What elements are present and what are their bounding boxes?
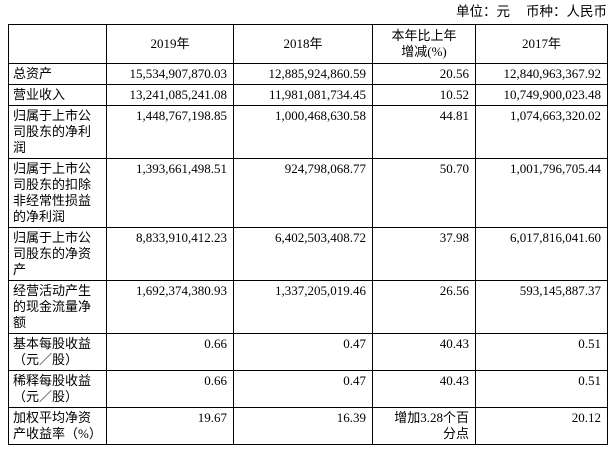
row-basic-eps: 基本每股收益（元／股） 0.66 0.47 40.43 0.51 [8, 333, 608, 371]
row-net-profit-deducting-non-recurring: 归属于上市公司股东的扣除非经常性损益的净利润 1,393,661,498.51 … [8, 158, 608, 228]
currency-label: 币种：人民币 [526, 4, 607, 19]
row-total-assets: 总资产 15,534,907,870.03 12,885,924,860.59 … [8, 63, 608, 85]
value-change: 40.43 [372, 333, 476, 371]
value-change: 40.43 [372, 370, 476, 408]
value-2018: 12,885,924,860.59 [233, 63, 373, 85]
row-label: 加权平均净资产收益率（%） [8, 407, 107, 445]
row-label: 归属于上市公司股东的净利润 [8, 105, 107, 159]
value-change: 增加3.28个百 分点 [372, 407, 476, 445]
row-operating-cash-flow: 经营活动产生的现金流量净额 1,692,374,380.93 1,337,205… [8, 280, 608, 334]
value-2017: 1,001,796,705.44 [475, 158, 608, 228]
row-operating-revenue: 营业收入 13,241,085,241.08 11,981,081,734.45… [8, 84, 608, 106]
col-header-item [8, 24, 107, 64]
row-net-profit-attributable: 归属于上市公司股东的净利润 1,448,767,198.85 1,000,468… [8, 105, 608, 159]
value-2019: 19.67 [106, 407, 234, 445]
row-label: 基本每股收益（元／股） [8, 333, 107, 371]
col-header-2017: 2017年 [475, 24, 608, 64]
value-2018: 1,000,468,630.58 [233, 105, 373, 159]
value-2017: 0.51 [475, 370, 608, 408]
row-label: 总资产 [8, 63, 107, 85]
header-row: 2019年 2018年 本年比上年 增减(%) 2017年 [8, 24, 608, 64]
value-2017: 12,840,963,367.92 [475, 63, 608, 85]
row-label: 稀释每股收益（元／股） [8, 370, 107, 408]
key-financials-table: 2019年 2018年 本年比上年 增减(%) 2017年 总资产 15,534… [8, 24, 608, 445]
value-change: 10.52 [372, 84, 476, 106]
value-2017: 20.12 [475, 407, 608, 445]
value-2019: 1,448,767,198.85 [106, 105, 234, 159]
value-2019: 15,534,907,870.03 [106, 63, 234, 85]
financial-summary-page: 单位：元 币种：人民币 2019年 2018年 本年比上年 增减(%) 2017年… [8, 1, 608, 445]
value-change: 37.98 [372, 227, 476, 281]
value-2017: 0.51 [475, 333, 608, 371]
value-2018: 924,798,068.77 [233, 158, 373, 228]
row-label: 营业收入 [8, 84, 107, 106]
value-2019: 0.66 [106, 370, 234, 408]
value-change: 20.56 [372, 63, 476, 85]
value-2018: 11,981,081,734.45 [233, 84, 373, 106]
value-2017: 6,017,816,041.60 [475, 227, 608, 281]
row-weighted-average-roe: 加权平均净资产收益率（%） 19.67 16.39 增加3.28个百 分点 20… [8, 407, 608, 445]
row-label: 归属于上市公司股东的净资产 [8, 227, 107, 281]
row-net-assets-attributable: 归属于上市公司股东的净资产 8,833,910,412.23 6,402,503… [8, 227, 608, 281]
value-2017: 593,145,887.37 [475, 280, 608, 334]
value-2018: 16.39 [233, 407, 373, 445]
value-change: 44.81 [372, 105, 476, 159]
value-2018: 0.47 [233, 333, 373, 371]
value-2019: 0.66 [106, 333, 234, 371]
row-label: 归属于上市公司股东的扣除非经常性损益的净利润 [8, 158, 107, 228]
unit-label: 单位：元 [456, 4, 510, 19]
unit-line: 单位：元 币种：人民币 [8, 1, 607, 23]
value-change: 26.56 [372, 280, 476, 334]
value-2019: 13,241,085,241.08 [106, 84, 234, 106]
value-2018: 1,337,205,019.46 [233, 280, 373, 334]
col-header-2018: 2018年 [233, 24, 373, 64]
value-2019: 1,692,374,380.93 [106, 280, 234, 334]
value-2017: 10,749,900,023.48 [475, 84, 608, 106]
value-2018: 6,402,503,408.72 [233, 227, 373, 281]
row-label: 经营活动产生的现金流量净额 [8, 280, 107, 334]
row-diluted-eps: 稀释每股收益（元／股） 0.66 0.47 40.43 0.51 [8, 370, 608, 408]
value-2019: 8,833,910,412.23 [106, 227, 234, 281]
value-2017: 1,074,663,320.02 [475, 105, 608, 159]
value-2018: 0.47 [233, 370, 373, 408]
col-header-yoy-change: 本年比上年 增减(%) [372, 24, 476, 64]
col-header-2019: 2019年 [106, 24, 234, 64]
value-2019: 1,393,661,498.51 [106, 158, 234, 228]
value-change: 50.70 [372, 158, 476, 228]
